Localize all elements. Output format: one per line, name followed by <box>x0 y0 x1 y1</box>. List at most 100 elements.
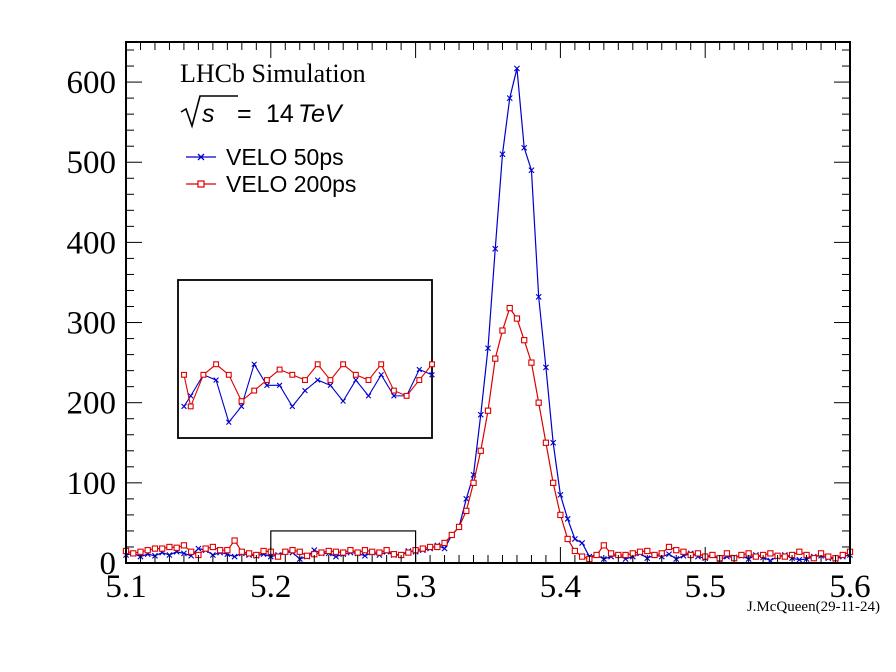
inset-data-point <box>251 387 258 394</box>
inset-frame <box>177 279 433 439</box>
y-tick-label: 400 <box>67 225 117 261</box>
data-point <box>557 511 564 519</box>
data-point <box>441 539 448 547</box>
y-tick-label: 600 <box>67 65 117 101</box>
data-point <box>340 549 347 556</box>
data-point <box>528 359 535 366</box>
data-point <box>354 549 361 556</box>
data-point <box>180 542 188 549</box>
chart-title: LHCb Simulation <box>180 59 366 88</box>
inset-data-point <box>365 377 372 384</box>
data-point <box>477 411 484 418</box>
data-point <box>680 548 687 555</box>
data-point <box>303 552 311 559</box>
energy-unit: TeV <box>298 100 344 128</box>
data-point <box>535 399 542 406</box>
data-point <box>506 95 513 102</box>
inset-data-point <box>390 387 397 394</box>
inset-data-point <box>302 387 308 394</box>
data-point <box>296 548 303 555</box>
data-point <box>781 553 788 560</box>
series-velo-200ps <box>122 304 854 563</box>
energy-value: 14 <box>266 100 294 128</box>
inset-data-point <box>251 361 257 368</box>
data-point <box>535 293 542 300</box>
data-point <box>578 553 586 560</box>
legend-label-velo-50ps: VELO 50ps <box>226 144 344 170</box>
inset-data-point <box>289 403 296 410</box>
legend: VELO 50ps VELO 200ps <box>186 144 356 197</box>
inset-data-point <box>238 403 245 410</box>
data-point <box>571 535 578 542</box>
inset-data-point <box>200 371 207 378</box>
data-point <box>506 304 513 312</box>
data-point <box>767 550 774 557</box>
data-point <box>188 548 195 555</box>
inset-data-point <box>187 403 194 410</box>
data-point <box>173 544 180 551</box>
data-point <box>528 167 535 174</box>
data-point <box>144 547 151 554</box>
inset-data-point <box>327 382 334 389</box>
legend-entry-velo-200ps: VELO 200ps <box>186 171 356 197</box>
data-point <box>282 548 289 555</box>
data-point <box>441 545 448 552</box>
energy-equals: = <box>237 100 252 128</box>
data-point <box>318 549 325 556</box>
data-point <box>245 550 253 557</box>
y-tick-label: 100 <box>67 466 117 502</box>
x-tick-label: 5.1 <box>105 569 146 605</box>
inset-data-point <box>264 382 270 389</box>
data-point <box>550 479 557 486</box>
data-point <box>593 551 600 559</box>
data-point <box>571 547 579 555</box>
data-point <box>463 495 470 502</box>
data-point <box>130 550 137 557</box>
data-point <box>542 439 550 446</box>
data-point <box>484 407 492 414</box>
inset-data-point <box>378 361 385 368</box>
x-tick-label: 5.2 <box>250 569 291 605</box>
inset-data-point <box>314 361 321 368</box>
data-point <box>622 551 629 559</box>
data-point <box>231 553 238 560</box>
inset-data-point <box>416 366 423 373</box>
data-point <box>557 491 564 498</box>
data-point <box>289 547 296 554</box>
inset-data-point <box>378 372 384 378</box>
data-point <box>542 364 549 371</box>
legend-entry-velo-50ps: VELO 50ps <box>186 144 344 170</box>
data-point <box>665 543 673 551</box>
inset-data-point <box>340 361 347 368</box>
data-point <box>550 439 557 446</box>
data-point <box>238 548 245 555</box>
data-point <box>180 550 187 557</box>
data-point <box>564 535 571 543</box>
tick-labels: 5.1 5.2 5.3 5.4 5.5 5.6 0 100 200 300 400 500 600 <box>67 65 871 605</box>
data-point <box>839 551 846 559</box>
data-point <box>405 549 412 556</box>
data-point <box>651 551 658 559</box>
author-credit: J.McQueen(29-11-24) <box>747 599 880 615</box>
data-point <box>274 553 282 560</box>
zoom-inset <box>177 279 435 439</box>
data-point <box>477 447 484 454</box>
data-point <box>492 245 499 252</box>
legend-label-velo-200ps: VELO 200ps <box>226 171 356 197</box>
inset-data-point <box>302 377 308 384</box>
data-point <box>521 144 528 151</box>
inset-data-point <box>289 371 296 378</box>
data-point <box>600 542 607 549</box>
data-point <box>810 555 817 562</box>
data-point <box>325 547 332 555</box>
data-point <box>137 548 144 555</box>
inset-data-point <box>314 377 321 383</box>
inset-data-point <box>403 392 410 399</box>
data-point <box>434 543 441 551</box>
data-point <box>390 551 398 558</box>
data-point <box>579 539 586 546</box>
sqrt-symbol-icon <box>180 95 238 129</box>
inset-data-point <box>429 372 435 378</box>
data-point <box>492 355 499 362</box>
